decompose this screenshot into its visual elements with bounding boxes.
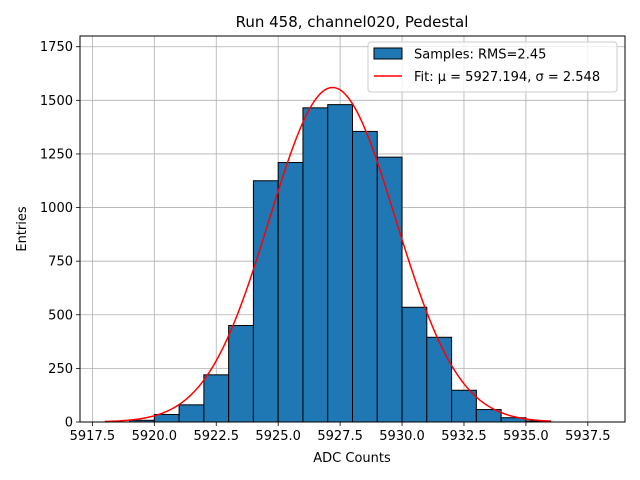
- histogram-bar: [451, 389, 477, 423]
- y-tick-label: 0: [65, 416, 73, 431]
- x-tick-label: 5917.5: [70, 429, 116, 444]
- histogram-bar: [376, 156, 403, 423]
- legend-histogram-swatch: [373, 47, 403, 60]
- histogram-bar: [302, 107, 329, 423]
- histogram-bar: [277, 162, 304, 423]
- histogram-bar: [352, 130, 378, 423]
- histogram-bar: [203, 374, 230, 423]
- x-tick-label: 5920.0: [132, 429, 178, 444]
- plot-frame: [79, 35, 626, 423]
- legend-label-samples: Samples: RMS=2.45: [414, 48, 546, 63]
- y-tick-label: 1000: [40, 201, 73, 216]
- y-tick-label: 750: [48, 255, 73, 270]
- x-tick-label: 5925.0: [255, 429, 301, 444]
- y-tick-label: 1500: [40, 94, 73, 109]
- fit-curve-layer: [104, 86, 551, 423]
- legend-label-fit: Fit: μ = 5927.194, σ = 2.548: [414, 70, 600, 85]
- legend-box: [367, 41, 618, 93]
- histogram-bar: [153, 413, 180, 423]
- histogram-bars: [129, 104, 552, 423]
- x-tick-label: 5927.5: [317, 429, 363, 444]
- x-axis-label: ADC Counts: [313, 451, 391, 466]
- y-tick-label: 500: [48, 308, 73, 323]
- x-tick-label: 5937.5: [565, 429, 611, 444]
- x-axis-ticks: 5917.5 5920.0 5922.5 5925.0 5927.5 5930.0 5932…: [70, 422, 611, 444]
- histogram-bar: [426, 336, 453, 423]
- y-axis-ticks: 0 250 500 750 1000 1250 1500 1750: [40, 40, 80, 431]
- histogram-bar: [228, 325, 254, 423]
- x-tick-label: 5932.5: [441, 429, 487, 444]
- histogram-bar: [252, 180, 279, 423]
- fit-curve: [104, 86, 551, 423]
- histogram-bar: [178, 404, 205, 423]
- y-tick-label: 250: [48, 362, 73, 377]
- x-tick-label: 5935.0: [503, 429, 549, 444]
- y-tick-label: 1750: [40, 40, 73, 55]
- histogram-bar: [327, 104, 353, 423]
- y-axis-label: Entries: [15, 206, 30, 252]
- x-tick-label: 5930.0: [379, 429, 425, 444]
- chart-title: Run 458, channel020, Pedestal: [236, 13, 469, 31]
- legend: Samples: RMS=2.45 Fit: μ = 5927.194, σ =…: [367, 41, 618, 93]
- histogram-bar: [401, 306, 428, 423]
- x-tick-label: 5922.5: [194, 429, 240, 444]
- y-tick-label: 1250: [40, 147, 73, 162]
